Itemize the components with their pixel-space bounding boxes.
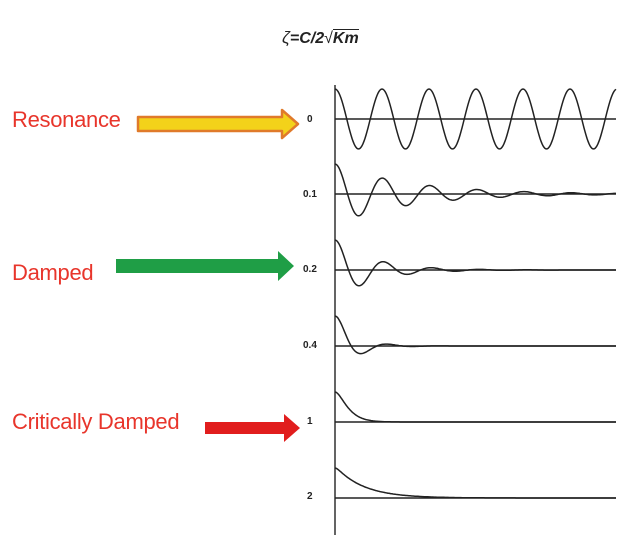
formula-text: =C/2 <box>289 30 325 47</box>
response-curve-0 <box>334 88 617 150</box>
response-curve-2 <box>334 467 616 499</box>
response-curve-0-4 <box>334 315 616 355</box>
formula-radicand: Km <box>332 29 359 47</box>
damping-ratio-formula: ζ=C/2√Km <box>282 28 359 48</box>
zeta-label-0-2: 0.2 <box>303 264 317 275</box>
label-damped: Damped <box>12 260 94 285</box>
response-curve-0-1 <box>334 163 616 217</box>
zeta-label-0-1: 0.1 <box>303 189 317 200</box>
root-sign: √ <box>324 30 333 47</box>
zeta-symbol: ζ <box>282 28 290 47</box>
response-curve-1 <box>334 391 616 423</box>
critically-damped-arrow <box>205 414 300 442</box>
label-critically-damped: Critically Damped <box>12 409 180 434</box>
zeta-label-0-4: 0.4 <box>303 340 317 351</box>
zeta-label-1: 1 <box>307 416 313 427</box>
zeta-label-0: 0 <box>307 114 313 125</box>
label-resonance: Resonance <box>12 107 121 132</box>
zeta-label-2: 2 <box>307 491 313 502</box>
damped-arrow <box>116 251 294 281</box>
resonance-arrow <box>136 108 300 140</box>
response-curve-0-2 <box>334 239 616 287</box>
response-curves <box>334 88 617 499</box>
